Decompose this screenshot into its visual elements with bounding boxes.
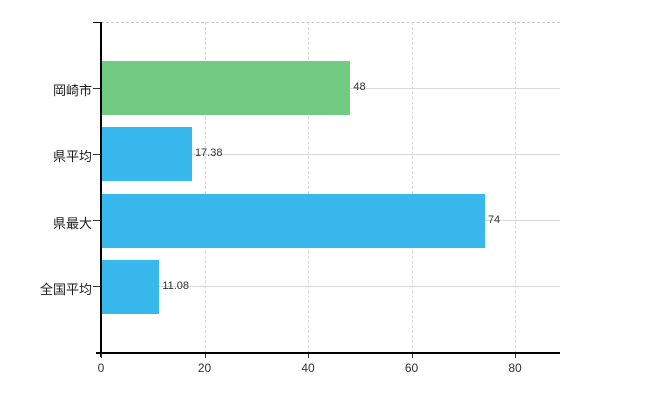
horizontal-gridline	[101, 286, 560, 288]
bar-value-label: 48	[353, 81, 366, 94]
y-axis	[100, 22, 102, 357]
vertical-gridline	[204, 22, 206, 353]
x-axis-tick	[101, 354, 102, 358]
x-axis-tick	[308, 354, 309, 358]
vertical-gridline	[308, 22, 309, 353]
x-axis-tick-label: 0	[97, 361, 105, 375]
category-label: 県最大	[52, 215, 92, 231]
category-label: 岡崎市	[52, 83, 92, 99]
category-label: 全国平均	[39, 281, 92, 297]
category-label: 県平均	[52, 149, 92, 165]
x-axis-tick	[411, 354, 413, 358]
x-axis-tick-label: 60	[404, 361, 419, 375]
bar-value-label: 11.08	[162, 279, 190, 292]
category-tick	[93, 153, 100, 155]
x-axis	[96, 352, 560, 354]
bar-value-label: 17.38	[194, 147, 223, 160]
x-axis-tick-label: 40	[301, 361, 315, 375]
x-axis-tick	[515, 354, 516, 358]
x-axis-tick-label: 20	[197, 361, 212, 375]
vertical-gridline	[515, 22, 516, 353]
chart-bar[interactable]	[102, 61, 351, 116]
chart-bar[interactable]	[102, 259, 160, 314]
category-tick	[93, 87, 100, 89]
y-axis-top-tick	[93, 22, 101, 23]
x-axis-tick	[204, 354, 206, 358]
category-tick	[93, 286, 100, 288]
category-tick	[93, 220, 100, 222]
vertical-gridline	[411, 22, 413, 353]
chart-bar[interactable]	[102, 127, 192, 182]
x-axis-tick-label: 80	[508, 361, 522, 375]
bar-value-label: 74	[487, 213, 501, 226]
plot-top-border	[101, 22, 560, 23]
horizontal-gridline	[101, 153, 560, 155]
chart-bar[interactable]	[102, 193, 485, 248]
